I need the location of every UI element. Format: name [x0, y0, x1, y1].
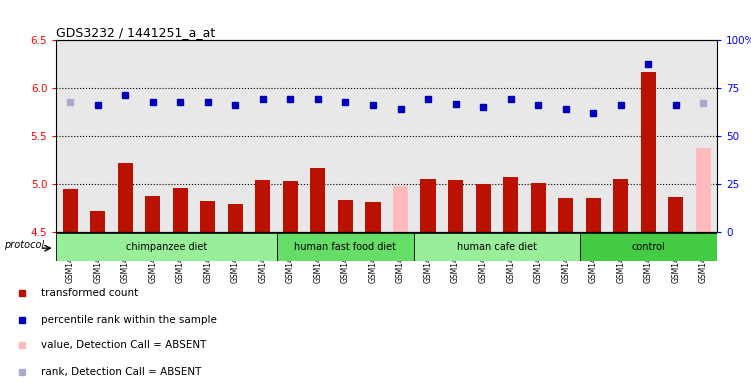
Bar — [366, 202, 381, 232]
Bar — [614, 179, 629, 232]
Bar — [586, 198, 601, 232]
Bar — [283, 181, 298, 232]
Bar — [276, 233, 415, 261]
Bar — [255, 180, 270, 232]
Bar — [475, 184, 490, 232]
Bar — [415, 233, 580, 261]
Bar — [552, 40, 580, 232]
Text: chimpanzee diet: chimpanzee diet — [126, 242, 207, 252]
Bar — [448, 180, 463, 232]
Bar — [304, 40, 332, 232]
Bar — [310, 168, 325, 232]
Bar — [111, 40, 139, 232]
Bar — [662, 40, 689, 232]
Bar — [558, 198, 573, 232]
Bar — [580, 40, 607, 232]
Text: value, Detection Call = ABSENT: value, Detection Call = ABSENT — [41, 339, 207, 349]
Bar — [56, 40, 84, 232]
Text: GDS3232 / 1441251_a_at: GDS3232 / 1441251_a_at — [56, 26, 216, 39]
Bar — [469, 40, 497, 232]
Bar — [139, 40, 167, 232]
Bar — [635, 40, 662, 232]
Bar — [249, 40, 276, 232]
Bar — [387, 40, 415, 232]
Bar — [276, 40, 304, 232]
Bar — [497, 40, 524, 232]
Bar — [524, 40, 552, 232]
Bar — [201, 200, 216, 232]
Text: human cafe diet: human cafe diet — [457, 242, 537, 252]
Bar — [607, 40, 635, 232]
Bar — [62, 189, 77, 232]
Bar — [56, 233, 276, 261]
Text: transformed count: transformed count — [41, 288, 138, 298]
Bar — [338, 200, 353, 232]
Bar — [696, 148, 711, 232]
Bar — [90, 211, 105, 232]
Text: control: control — [632, 242, 665, 252]
Bar — [668, 197, 683, 232]
Bar — [689, 40, 717, 232]
Bar — [415, 40, 442, 232]
Bar — [173, 188, 188, 232]
Text: protocol: protocol — [5, 240, 45, 250]
Bar — [442, 40, 469, 232]
Bar — [421, 179, 436, 232]
Bar — [641, 72, 656, 232]
Bar — [84, 40, 111, 232]
Bar — [503, 177, 518, 232]
Text: human fast food diet: human fast food diet — [294, 242, 397, 252]
Bar — [167, 40, 194, 232]
Bar — [531, 184, 546, 232]
Bar — [222, 40, 249, 232]
Bar — [580, 233, 717, 261]
Text: rank, Detection Call = ABSENT: rank, Detection Call = ABSENT — [41, 367, 201, 377]
Bar — [228, 204, 243, 232]
Text: percentile rank within the sample: percentile rank within the sample — [41, 315, 217, 325]
Bar — [118, 163, 133, 232]
Bar — [359, 40, 387, 232]
Bar — [332, 40, 359, 232]
Bar — [194, 40, 222, 232]
Bar — [393, 186, 408, 232]
Bar — [145, 196, 160, 232]
